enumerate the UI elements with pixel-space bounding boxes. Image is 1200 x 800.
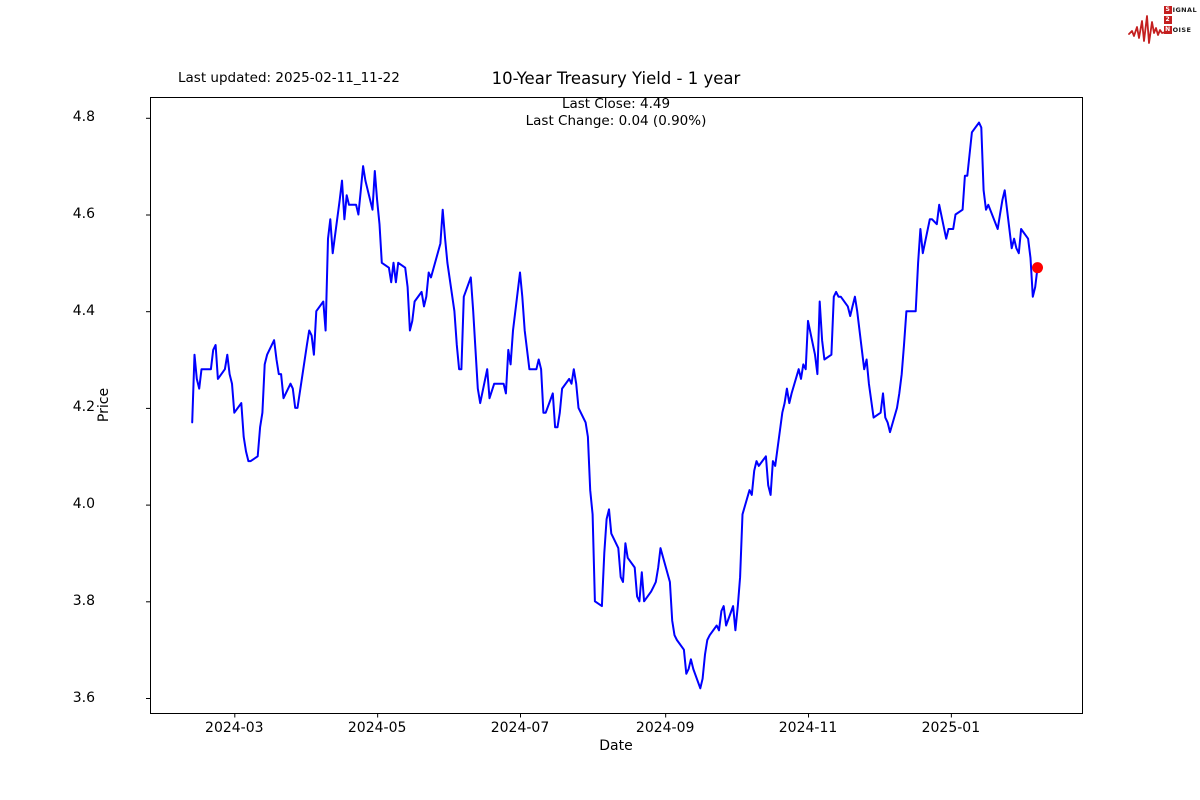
last-updated-label: Last updated: 2025-02-11_11-22 <box>178 70 400 86</box>
y-tick-label: 4.6 <box>72 205 95 222</box>
logo-text-oise: OISE <box>1172 25 1192 34</box>
logo-letter-n: N <box>1163 25 1172 34</box>
last-change-label: Last Change: 0.04 (0.90%) <box>525 113 707 129</box>
x-tick-label: 2024-05 <box>347 720 407 736</box>
logo-row-2: 2 <box>1163 15 1197 24</box>
y-tick-label: 4.8 <box>72 109 95 126</box>
chart-title: 10-Year Treasury Yield - 1 year <box>491 69 741 88</box>
y-tick-label: 4.2 <box>72 399 95 416</box>
x-tick-label: 2024-07 <box>490 720 550 736</box>
logo-row-signal: S IGNAL <box>1163 5 1197 14</box>
x-tick-label: 2024-11 <box>778 720 838 736</box>
chart-subtitle: Last Close: 4.49 Last Change: 0.04 (0.90… <box>150 96 1082 130</box>
y-tick-label: 4.4 <box>72 302 95 319</box>
y-tick-label: 3.8 <box>72 592 95 609</box>
logo-letter-s: S <box>1163 5 1172 14</box>
x-tick-label: 2025-01 <box>921 720 981 736</box>
logo-row-noise: N OISE <box>1163 25 1197 34</box>
price-polyline <box>191 121 1039 690</box>
x-tick-label: 2024-03 <box>205 720 264 736</box>
logo-text: S IGNAL 2 N OISE <box>1163 5 1197 34</box>
last-close-label: Last Close: 4.49 <box>561 96 671 112</box>
logo-letter-2: 2 <box>1163 15 1172 24</box>
logo-text-ignal: IGNAL <box>1172 5 1197 14</box>
y-tick-label: 4.0 <box>72 496 95 513</box>
waveform-icon <box>1127 15 1167 44</box>
x-axis-label: Date <box>599 738 633 754</box>
last-point-marker <box>1032 262 1044 274</box>
x-tick-label: 2024-09 <box>635 720 695 736</box>
signal2noise-logo: S IGNAL 2 N OISE <box>1127 5 1197 45</box>
plot-border <box>150 97 1083 714</box>
y-tick-label: 3.6 <box>72 689 95 706</box>
